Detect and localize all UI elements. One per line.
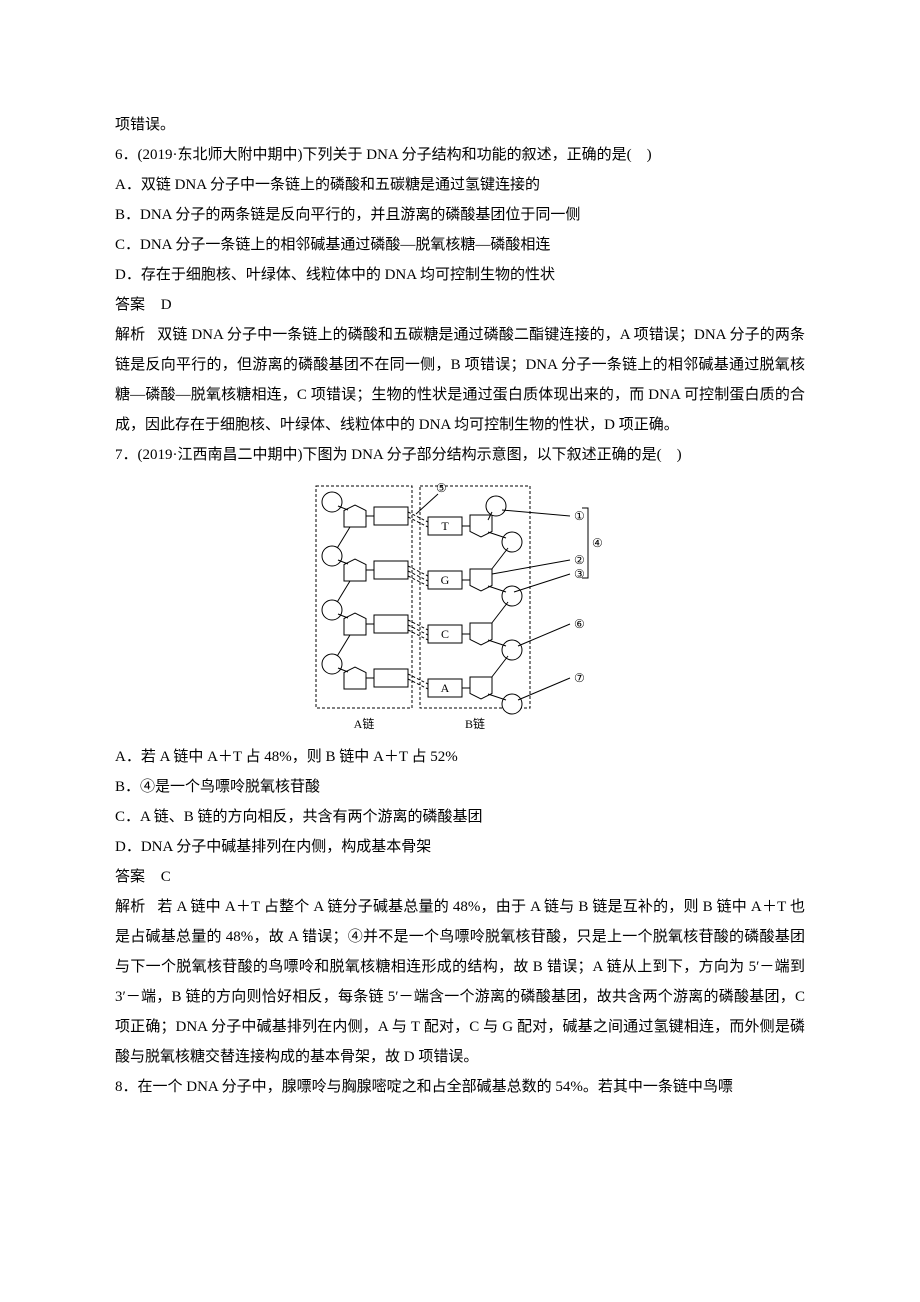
q6-stem-pre: 6．(2019·东北师大附中期中)下列关于 DNA 分子结构和功能的叙述，正确的… <box>115 147 632 163</box>
q6-option-d: D．存在于细胞核、叶绿体、线粒体中的 DNA 均可控制生物的性状 <box>115 260 805 290</box>
q7-option-b: B．④是一个鸟嘌呤脱氧核苷酸 <box>115 772 805 802</box>
svg-text:C: C <box>441 627 449 641</box>
svg-text:⑥: ⑥ <box>574 617 585 631</box>
explanation-label: 解析 <box>115 899 145 915</box>
trailing-line-prev-question: 项错误。 <box>115 110 805 140</box>
svg-text:A: A <box>441 681 450 695</box>
svg-text:②: ② <box>574 553 585 567</box>
explanation-label: 解析 <box>115 327 145 343</box>
svg-text:③: ③ <box>574 567 585 581</box>
q6-option-b: B．DNA 分子的两条链是反向平行的，并且游离的磷酸基团位于同一侧 <box>115 200 805 230</box>
q6-stem-post: ) <box>647 147 652 163</box>
svg-text:T: T <box>441 519 449 533</box>
text: 项错误。 <box>115 117 175 133</box>
dna-diagram-container: T G C A ⑤ ① ②③ ⑥ ⑦ ④ A链 B链 <box>115 478 805 738</box>
q6-explanation-text: 双链 DNA 分子中一条链上的磷酸和五碳糖是通过磷酸二酯键连接的，A 项错误；D… <box>115 327 805 433</box>
svg-text:⑦: ⑦ <box>574 671 585 685</box>
q6-answer-value: D <box>161 297 172 313</box>
q7-explanation-text: 若 A 链中 A＋T 占整个 A 链分子碱基总量的 48%，由于 A 链与 B … <box>115 899 805 1065</box>
svg-text:B链: B链 <box>465 716 485 731</box>
svg-text:⑤: ⑤ <box>436 481 447 495</box>
q8-stem-line: 8．在一个 DNA 分子中，腺嘌呤与胸腺嘧啶之和占全部碱基总数的 54%。若其中… <box>115 1072 805 1102</box>
q7-explanation: 解析若 A 链中 A＋T 占整个 A 链分子碱基总量的 48%，由于 A 链与 … <box>115 892 805 1072</box>
svg-text:A链: A链 <box>354 716 375 731</box>
svg-text:①: ① <box>574 509 585 523</box>
svg-text:④: ④ <box>592 536 603 550</box>
q7-option-d: D．DNA 分子中碱基排列在内侧，构成基本骨架 <box>115 832 805 862</box>
q7-option-a: A．若 A 链中 A＋T 占 48%，则 B 链中 A＋T 占 52% <box>115 742 805 772</box>
q6-option-c: C．DNA 分子一条链上的相邻碱基通过磷酸—脱氧核糖—磷酸相连 <box>115 230 805 260</box>
q7-stem: 7．(2019·江西南昌二中期中)下图为 DNA 分子部分结构示意图，以下叙述正… <box>115 440 805 470</box>
svg-text:G: G <box>441 573 450 587</box>
q6-answer: 答案 D <box>115 290 805 320</box>
dna-diagram: T G C A ⑤ ① ②③ ⑥ ⑦ ④ A链 B链 <box>310 478 610 738</box>
answer-label: 答案 <box>115 869 145 885</box>
q6-explanation: 解析双链 DNA 分子中一条链上的磷酸和五碳糖是通过磷酸二酯键连接的，A 项错误… <box>115 320 805 440</box>
q7-option-c: C．A 链、B 链的方向相反，共含有两个游离的磷酸基团 <box>115 802 805 832</box>
q6-stem: 6．(2019·东北师大附中期中)下列关于 DNA 分子结构和功能的叙述，正确的… <box>115 140 805 170</box>
q7-stem-post: ) <box>677 447 682 463</box>
q7-answer: 答案 C <box>115 862 805 892</box>
answer-label: 答案 <box>115 297 145 313</box>
q7-answer-value: C <box>161 869 171 885</box>
q7-stem-pre: 7．(2019·江西南昌二中期中)下图为 DNA 分子部分结构示意图，以下叙述正… <box>115 447 662 463</box>
q6-option-a: A．双链 DNA 分子中一条链上的磷酸和五碳糖是通过氢键连接的 <box>115 170 805 200</box>
